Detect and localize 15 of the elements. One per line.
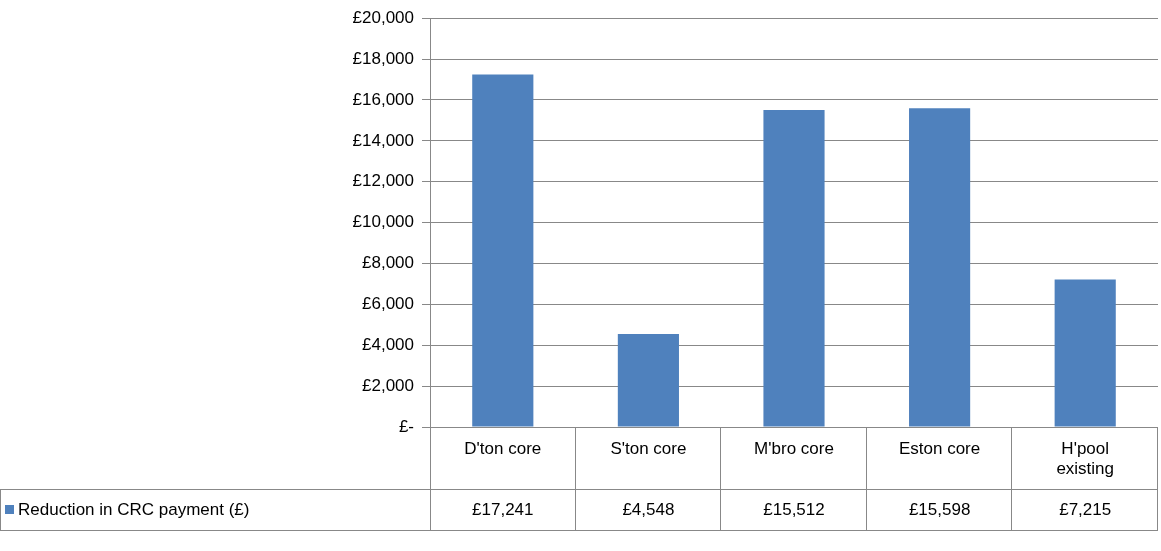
y-tick-label: £14,000: [352, 130, 414, 150]
y-tick-label: £2,000: [362, 375, 414, 395]
y-tick-label: £8,000: [362, 253, 414, 273]
bar: [763, 109, 825, 427]
bar: [617, 334, 679, 427]
y-tick-label: £20,000: [352, 7, 414, 27]
y-tick-label: £18,000: [352, 48, 414, 68]
y-tick-label: £4,000: [362, 334, 414, 354]
y-tick-label: £12,000: [352, 171, 414, 191]
y-tick-label: £6,000: [362, 294, 414, 314]
bar: [472, 74, 534, 427]
y-tick-label: £16,000: [352, 89, 414, 109]
bar: [909, 108, 971, 427]
y-tick-label: £10,000: [352, 212, 414, 232]
bar: [1054, 279, 1116, 427]
